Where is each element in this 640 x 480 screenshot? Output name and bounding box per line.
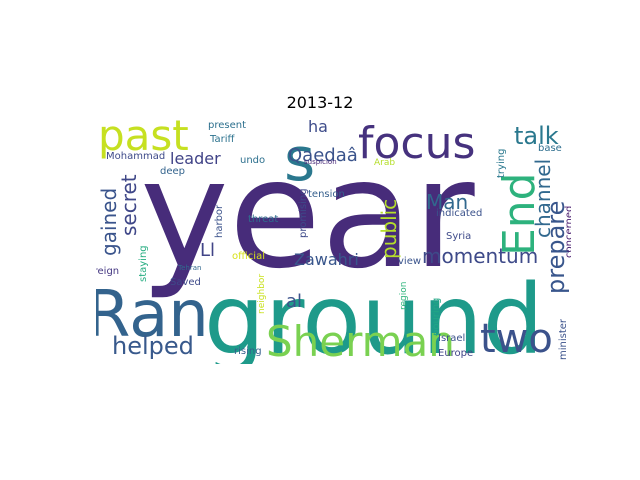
cloud-word: past (98, 118, 189, 160)
cloud-word: neighbor (257, 274, 267, 314)
cloud-word: view (398, 256, 421, 267)
cloud-word: Tariff (209, 134, 235, 145)
cloud-word: pouring (431, 298, 442, 336)
cloud-word: public (377, 199, 401, 259)
word-cloud: year ground Ran focus past s End Sherman two talk… (96, 118, 571, 364)
cloud-word: gained (97, 188, 121, 256)
cloud-word: ha (308, 118, 328, 136)
cloud-word: minister (558, 318, 569, 360)
cloud-word: Tehran (177, 264, 201, 272)
cloud-word: ground (204, 264, 544, 364)
cloud-word: Europe (438, 348, 473, 359)
cloud-word: momentum (422, 244, 538, 268)
cloud-word: deep (160, 166, 185, 177)
cloud-word: Ran (96, 278, 209, 352)
cloud-word: trying (496, 149, 507, 178)
cloud-word: Zawahri (294, 250, 359, 269)
cloud-word: leader (170, 149, 221, 168)
cloud-word: year (140, 128, 475, 302)
cloud-word: Sherman (266, 317, 455, 364)
cloud-word: undo (240, 155, 265, 166)
cloud-word: official (232, 251, 265, 262)
cloud-word: Qaedaâ (288, 145, 358, 166)
cloud-word: channel (531, 159, 555, 238)
cloud-word: suspicion (304, 158, 337, 166)
cloud-word: s (284, 125, 315, 195)
cloud-word: foreign (96, 266, 119, 277)
cloud-word: two (480, 316, 553, 362)
figure-title: 2013-12 (286, 93, 354, 112)
cloud-word: promising (298, 188, 309, 238)
cloud-word: talk (514, 122, 559, 150)
cloud-word: concerned (564, 206, 571, 258)
cloud-word: staying (138, 245, 149, 282)
cloud-word: indicated (436, 208, 482, 219)
cloud-word: Man (426, 190, 468, 214)
cloud-word: al (286, 291, 302, 312)
cloud-word: secret (117, 174, 141, 236)
cloud-word: Arab (374, 158, 395, 168)
cloud-word: focus (358, 118, 475, 169)
cloud-word: prepare (542, 201, 570, 294)
cloud-word: harbor (214, 204, 225, 238)
cloud-word: tension (308, 189, 345, 200)
cloud-word: base (538, 143, 562, 154)
cloud-word: Ll (200, 240, 215, 261)
cloud-word: rising (234, 346, 262, 357)
cloud-word: End (494, 172, 545, 256)
cloud-word: helped (112, 332, 194, 360)
cloud-word: present (208, 120, 246, 131)
cloud-word: region (399, 282, 409, 310)
cloud-word: Saved (170, 277, 201, 288)
cloud-word: Syria (446, 231, 471, 242)
cloud-word: threat (248, 214, 278, 225)
cloud-word: Mohammad (106, 151, 165, 162)
cloud-word: Israel (438, 333, 465, 344)
